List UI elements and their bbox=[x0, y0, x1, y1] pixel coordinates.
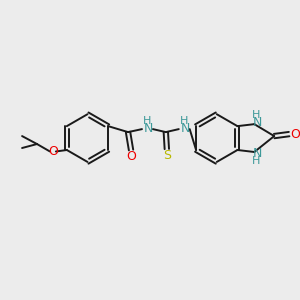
Text: O: O bbox=[48, 146, 58, 158]
Text: H: H bbox=[252, 110, 260, 120]
Text: N: N bbox=[144, 122, 154, 135]
Text: N: N bbox=[253, 116, 262, 129]
Text: O: O bbox=[126, 151, 136, 164]
Text: H: H bbox=[143, 116, 151, 126]
Text: N: N bbox=[253, 148, 262, 160]
Text: H: H bbox=[252, 156, 260, 166]
Text: H: H bbox=[179, 116, 188, 126]
Text: S: S bbox=[163, 149, 171, 163]
Text: O: O bbox=[290, 128, 300, 141]
Text: N: N bbox=[181, 122, 190, 135]
